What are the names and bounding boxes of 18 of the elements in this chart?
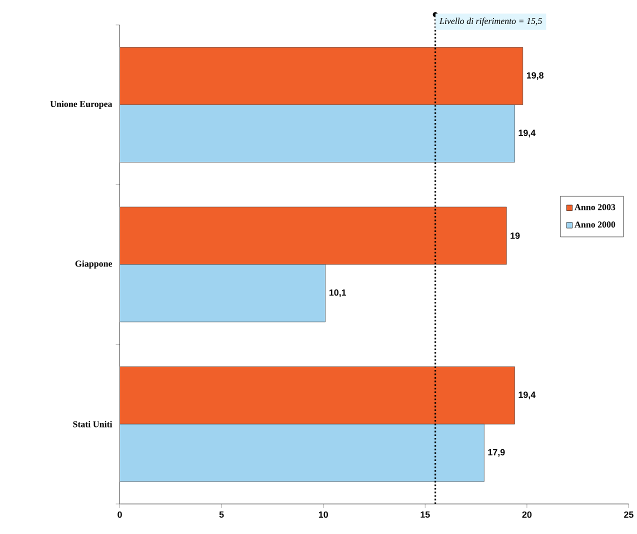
x-tick-label: 15	[420, 512, 430, 518]
x-tick-label: 0	[118, 512, 122, 518]
data-label: 19	[510, 232, 520, 239]
y-tick-label: Stati Uniti	[73, 421, 112, 428]
data-label: 19,4	[518, 130, 536, 138]
x-tick-label: 5	[219, 512, 224, 518]
y-tick-label: Giappone	[75, 260, 112, 269]
data-label: 10,1	[329, 289, 346, 298]
data-label: 17,9	[488, 449, 505, 457]
x-tick-label: 10	[318, 512, 328, 518]
x-tick-label: 25	[624, 512, 634, 518]
legend-label: Anno 2003	[574, 204, 616, 210]
data-label: 19,4	[518, 392, 536, 400]
data-label: 19,8	[526, 72, 544, 80]
y-tick-label: Unione Europea	[50, 100, 112, 109]
x-tick-label: 20	[522, 512, 532, 518]
legend-label: Anno 2000	[574, 222, 616, 228]
ref-line-label: Livello di riferimento = 15,5	[439, 18, 542, 26]
